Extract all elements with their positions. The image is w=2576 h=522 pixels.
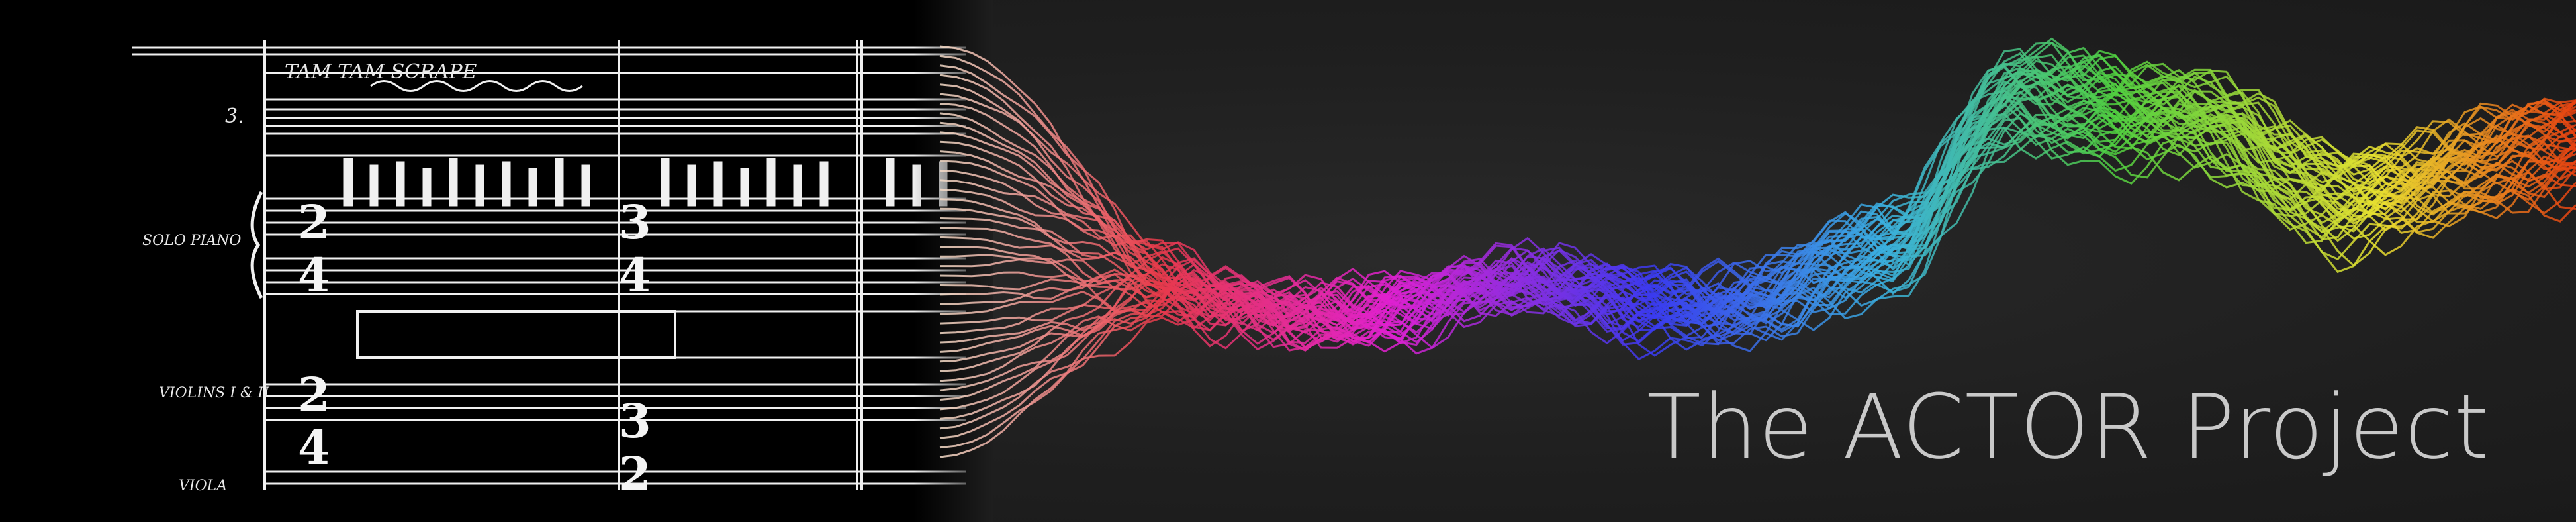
svg-text:3: 3 [619,393,651,448]
stream-line [939,113,2576,363]
svg-text:2: 2 [298,195,330,250]
staff-label-solo-piano: SOLO PIANO [142,233,241,249]
stream-line [939,96,2576,382]
stream-line [939,109,2576,352]
svg-text:2: 2 [298,367,330,422]
staff-label-violins: VIOLINS I & II [159,385,270,401]
svg-text:4: 4 [619,248,651,303]
svg-text:4: 4 [298,420,330,475]
tam-tam-annotation: TAM TAM SCRAPE [285,60,477,83]
music-score-illustration: 2 4 3 4 2 4 3 2 [0,0,993,522]
stream-line [939,65,2576,334]
stream-line [939,46,2576,392]
banner-title: The ACTOR Project [1647,376,2490,479]
staff-label-viola: VIOLA [179,478,227,494]
svg-text:2: 2 [619,446,651,501]
stream-line [939,37,2576,420]
stream-line [939,84,2576,411]
stream-line [939,112,2576,449]
svg-text:3: 3 [619,195,651,250]
stream-line [939,105,2576,361]
svg-text:4: 4 [298,248,330,303]
stream-line [939,48,2576,458]
staff-label-3: 3. [225,105,244,128]
stream-line [939,85,2576,335]
stream-line [939,113,2576,352]
